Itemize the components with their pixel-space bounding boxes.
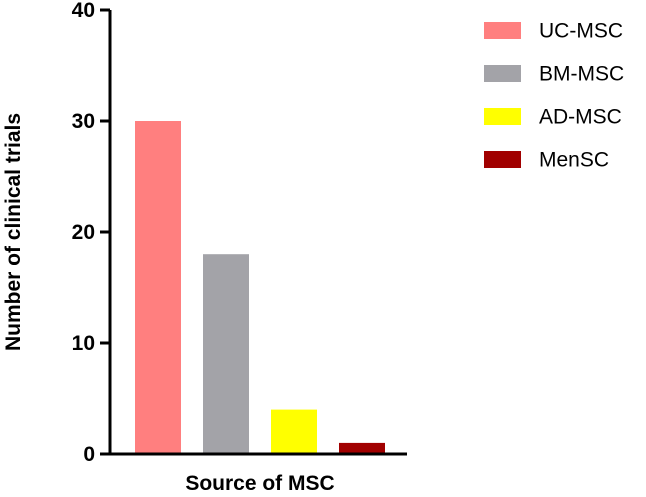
bar-uc-msc: [135, 121, 181, 454]
legend-swatch-mensc: [484, 151, 521, 168]
legend-swatch-ad-msc: [484, 108, 521, 125]
legend-swatch-uc-msc: [484, 22, 521, 39]
y-tick-label-30: 30: [72, 110, 95, 133]
bar-mensc: [339, 442, 385, 454]
legend-swatch-bm-msc: [484, 65, 521, 82]
y-axis-title: Number of clinical trials: [2, 113, 25, 351]
legend-label-bm-msc: BM-MSC: [539, 63, 624, 86]
legend-label-uc-msc: UC-MSC: [539, 20, 623, 43]
y-tick-label-0: 0: [83, 443, 95, 466]
y-axis-ticks: 0 10 20 30 40: [72, 0, 110, 466]
x-axis-title: Source of MSC: [185, 472, 334, 495]
legend-label-ad-msc: AD-MSC: [539, 106, 622, 129]
bar-bm-msc: [203, 254, 249, 454]
y-tick-label-10: 10: [72, 332, 95, 355]
bar-ad-msc: [271, 409, 317, 454]
legend: UC-MSC BM-MSC AD-MSC MenSC: [484, 20, 624, 172]
legend-label-mensc: MenSC: [539, 149, 609, 172]
bar-group: [135, 121, 385, 454]
y-tick-label-40: 40: [72, 0, 95, 22]
y-tick-label-20: 20: [72, 221, 95, 244]
